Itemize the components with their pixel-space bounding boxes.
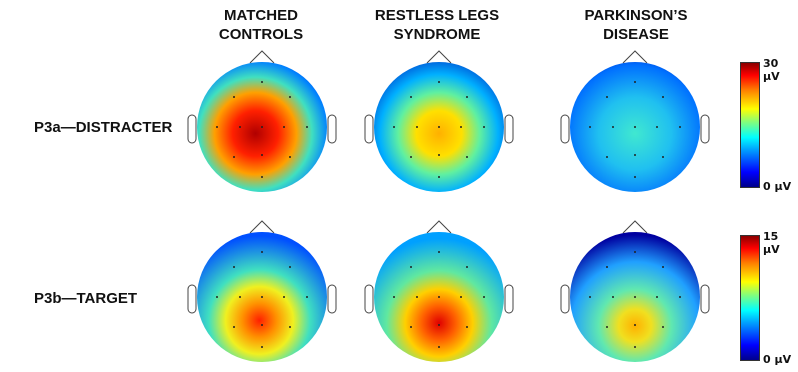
colorbar-min-label-p3b: 0 µV — [763, 353, 792, 366]
electrode-dot — [233, 156, 235, 158]
electrode-dot — [589, 296, 591, 298]
electrode-dot — [679, 126, 681, 128]
column-title-line2: DISEASE — [603, 26, 669, 43]
electrode-dot — [261, 324, 263, 326]
scalp-map-parkinsons-p3a — [560, 50, 710, 192]
column-title-line1: RESTLESS LEGS — [374, 7, 500, 24]
electrode-dot — [634, 251, 636, 253]
column-title-rls: RESTLESS LEGS SYNDROME — [362, 6, 512, 44]
electrode-dot — [679, 296, 681, 298]
electrode-dot — [289, 96, 291, 98]
electrode-dot — [393, 296, 395, 298]
electrode-dot — [483, 296, 485, 298]
electrode-dot — [283, 296, 285, 298]
electrode-dot — [289, 266, 291, 268]
electrode-dot — [466, 326, 468, 328]
electrode-dot — [438, 251, 440, 253]
electrode-dot — [410, 96, 412, 98]
electrode-dot — [416, 126, 418, 128]
electrode-dot — [438, 154, 440, 156]
electrode-dot — [233, 266, 235, 268]
scalp-map-controls-p3b — [187, 220, 337, 362]
scalp-map-controls-p3a — [187, 50, 337, 192]
column-title-line2: CONTROLS — [218, 26, 304, 43]
electrode-dot — [612, 296, 614, 298]
electrode-dot — [656, 126, 658, 128]
electrode-dot — [656, 296, 658, 298]
electrode-dot — [261, 346, 263, 348]
electrode-dot — [634, 81, 636, 83]
electrode-dot — [410, 266, 412, 268]
row-label-p3a: P3a—DISTRACTER — [34, 119, 173, 136]
electrode-dot — [606, 156, 608, 158]
column-title-parkinsons: PARKINSON’S DISEASE — [561, 6, 711, 44]
electrode-dot — [410, 156, 412, 158]
electrode-dot — [466, 156, 468, 158]
electrode-dot — [393, 126, 395, 128]
electrode-dot — [438, 296, 440, 298]
electrode-dot — [606, 326, 608, 328]
electrode-dot — [634, 296, 636, 298]
electrode-dot — [216, 126, 218, 128]
electrode-dot — [460, 126, 462, 128]
colorbar-min-label-p3a: 0 µV — [763, 180, 792, 193]
electrode-dot — [634, 126, 636, 128]
electrode-dot — [283, 126, 285, 128]
electrode-dot — [306, 296, 308, 298]
electrode-dot — [289, 156, 291, 158]
electrode-dot — [261, 126, 263, 128]
electrode-dot — [589, 126, 591, 128]
electrode-dot — [662, 156, 664, 158]
electrode-dot — [261, 154, 263, 156]
scalp-map-rls-p3b — [364, 220, 514, 362]
electrode-dot — [483, 126, 485, 128]
colorbar-max-label-p3a: 30 µV — [763, 57, 780, 83]
column-title-line1: MATCHED — [224, 7, 298, 24]
electrode-dot — [634, 346, 636, 348]
electrode-dot — [438, 324, 440, 326]
column-title-controls: MATCHED CONTROLS — [186, 6, 336, 44]
electrode-dot — [634, 176, 636, 178]
electrode-dot — [438, 126, 440, 128]
electrode-dot — [662, 96, 664, 98]
electrode-dot — [438, 176, 440, 178]
electrode-dot — [216, 296, 218, 298]
electrode-dot — [612, 126, 614, 128]
electrode-dot — [261, 251, 263, 253]
electrode-dot — [466, 266, 468, 268]
electrode-dot — [634, 154, 636, 156]
electrode-dot — [261, 296, 263, 298]
column-title-line1: PARKINSON’S — [584, 7, 688, 24]
electrode-dot — [606, 96, 608, 98]
electrode-dot — [438, 346, 440, 348]
electrode-dot — [438, 81, 440, 83]
colorbar-p3a — [740, 62, 760, 188]
electrode-dot — [662, 326, 664, 328]
electrode-dot — [634, 324, 636, 326]
colorbar-max-label-p3b: 15 µV — [763, 230, 780, 256]
electrode-dot — [662, 266, 664, 268]
electrode-dot — [261, 176, 263, 178]
electrode-dot — [410, 326, 412, 328]
electrode-dot — [460, 296, 462, 298]
electrode-dot — [306, 126, 308, 128]
row-label-p3b: P3b—TARGET — [34, 290, 138, 307]
scalp-map-rls-p3a — [364, 50, 514, 192]
colorbar-p3b — [740, 235, 760, 361]
electrode-dot — [239, 126, 241, 128]
electrode-dot — [239, 296, 241, 298]
column-title-line2: SYNDROME — [393, 26, 481, 43]
electrode-dot — [289, 326, 291, 328]
electrode-dot — [233, 96, 235, 98]
electrode-dot — [261, 81, 263, 83]
electrode-dot — [606, 266, 608, 268]
electrode-dot — [466, 96, 468, 98]
electrode-dot — [416, 296, 418, 298]
electrode-dot — [233, 326, 235, 328]
scalp-map-parkinsons-p3b — [560, 220, 710, 362]
